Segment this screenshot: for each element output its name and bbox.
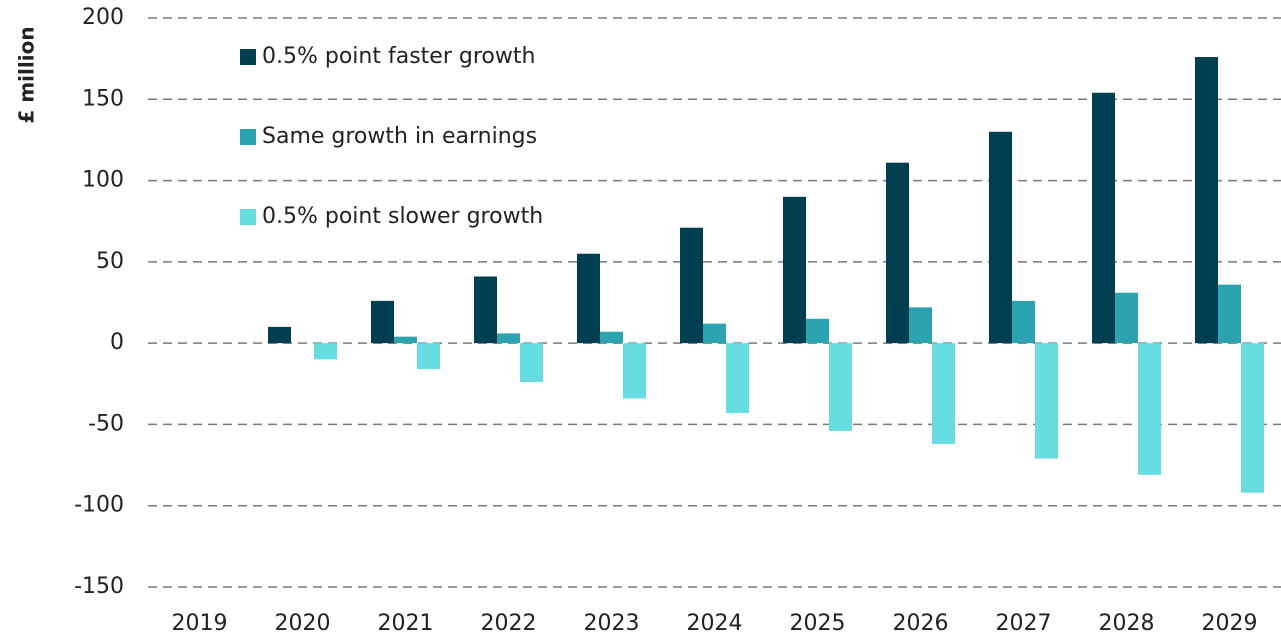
bar (371, 300, 394, 344)
bar (1115, 292, 1138, 344)
bar (394, 336, 417, 344)
x-tick-label: 2021 (378, 611, 434, 636)
bar (932, 343, 955, 444)
y-axis-label: £ million (15, 26, 39, 123)
bar (497, 333, 520, 344)
bar (703, 323, 726, 344)
bar (1138, 343, 1161, 475)
y-tick-label: -50 (88, 411, 124, 436)
y-tick-label: 100 (82, 168, 124, 193)
y-tick-label: 50 (96, 249, 124, 274)
legend-label: 0.5% point slower growth (262, 204, 543, 229)
x-tick-label: 2024 (687, 611, 743, 636)
bar (783, 196, 806, 344)
x-tick-label: 2029 (1202, 611, 1258, 636)
bar (268, 326, 291, 344)
legend-swatch (240, 49, 256, 65)
bar (806, 318, 829, 344)
bar (600, 331, 623, 344)
legend-label: 0.5% point faster growth (262, 44, 535, 69)
bar (1035, 343, 1058, 459)
bar (726, 343, 749, 414)
y-tick-label: -100 (74, 493, 124, 518)
x-tick-label: 2023 (584, 611, 640, 636)
legend-label: Same growth in earnings (262, 124, 537, 149)
bar (520, 343, 543, 383)
bar (474, 276, 497, 344)
bar (577, 253, 600, 344)
x-tick-label: 2028 (1099, 611, 1155, 636)
y-tick-label: 200 (82, 5, 124, 30)
legend-swatch (240, 209, 256, 225)
x-tick-label: 2019 (172, 611, 228, 636)
x-tick-label: 2020 (275, 611, 331, 636)
bar (989, 131, 1012, 344)
bar (1218, 284, 1241, 344)
x-tick-label: 2022 (481, 611, 537, 636)
y-tick-label: 0 (110, 330, 124, 355)
legend-swatch (240, 129, 256, 145)
y-tick-label: 150 (82, 86, 124, 111)
bar (1241, 343, 1264, 493)
bar (829, 343, 852, 431)
x-tick-label: 2025 (790, 611, 846, 636)
bar (1195, 57, 1218, 344)
bar (1092, 92, 1115, 344)
bar (680, 227, 703, 344)
bar (909, 307, 932, 344)
y-tick-label: -150 (74, 574, 124, 599)
x-tick-label: 2026 (893, 611, 949, 636)
bar (417, 343, 440, 370)
x-tick-label: 2027 (996, 611, 1052, 636)
bar (886, 162, 909, 344)
bar (623, 343, 646, 399)
bar (1012, 300, 1035, 344)
bar (314, 343, 337, 360)
